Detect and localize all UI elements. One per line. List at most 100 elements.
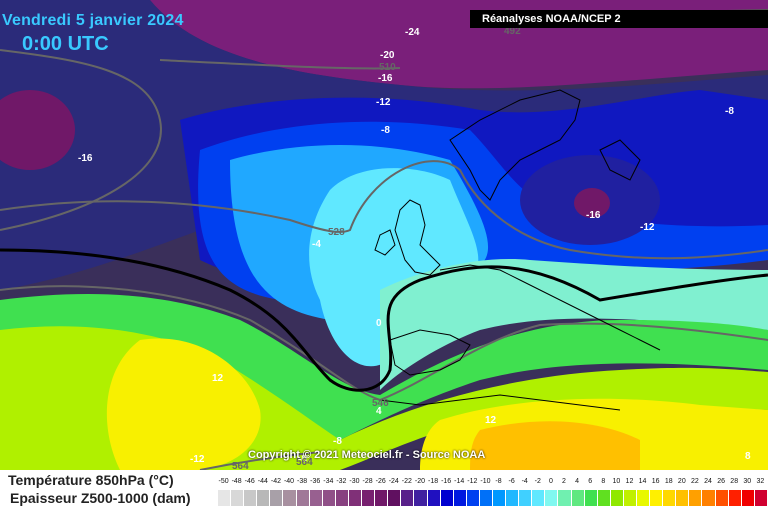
scale-swatch xyxy=(518,490,532,506)
scale-label: 10 xyxy=(612,478,621,485)
map-time: 0:00 UTC xyxy=(22,33,109,55)
scale-swatch xyxy=(609,490,623,506)
scale-swatch xyxy=(230,490,244,506)
scale-label: 22 xyxy=(691,478,699,485)
scale-swatch xyxy=(269,490,283,506)
thickness-line-564 xyxy=(199,451,321,470)
scale-label: 32 xyxy=(756,478,765,485)
data-source-banner: Réanalyses NOAA/NCEP 2 xyxy=(470,10,768,28)
scale-swatch xyxy=(701,490,715,506)
scale-swatch xyxy=(491,490,506,506)
scale-swatch xyxy=(557,490,571,506)
scale-label: 28 xyxy=(730,478,739,485)
scale-swatch xyxy=(374,490,388,506)
scale-label: 20 xyxy=(677,478,686,485)
temp-label: 4 xyxy=(376,406,382,417)
temp-label: -16 xyxy=(378,73,393,84)
thickness-label: 492 xyxy=(504,26,521,37)
scale-label: -30 xyxy=(349,478,360,485)
temp-label: -20 xyxy=(380,50,395,61)
scale-swatch xyxy=(321,490,335,506)
temp-label: 12 xyxy=(485,415,497,426)
scale-label: -32 xyxy=(336,478,347,485)
scale-label: -10 xyxy=(480,478,491,485)
scale-label: -38 xyxy=(297,478,308,485)
scale-swatch xyxy=(714,490,728,506)
thickness-label: 510 xyxy=(379,62,396,73)
band-orange xyxy=(470,421,640,470)
copyright-notice: Copyright © 2021 Meteociel.fr - Source N… xyxy=(248,449,486,461)
scale-label: -26 xyxy=(375,478,386,485)
scale-swatch xyxy=(596,490,610,506)
scale-label: -8 xyxy=(495,478,502,485)
scale-label: -4 xyxy=(521,478,528,485)
scale-swatch xyxy=(727,490,741,506)
scale-swatch xyxy=(295,490,309,506)
scale-label: -14 xyxy=(454,478,465,485)
scale-swatch xyxy=(256,490,270,506)
scale-label: -36 xyxy=(310,478,321,485)
scale-swatch xyxy=(334,490,348,506)
scale-swatch xyxy=(766,490,768,506)
temp-label: -12 xyxy=(376,97,391,108)
scale-swatch xyxy=(426,490,440,506)
scale-label: -16 xyxy=(441,478,452,485)
scale-label: -34 xyxy=(323,478,334,485)
scale-label: -42 xyxy=(270,478,281,485)
thickness-label: 564 xyxy=(232,461,249,470)
scale-swatch xyxy=(753,490,767,506)
scale-swatch xyxy=(282,490,296,506)
cold-core-scandinavia-inner xyxy=(574,188,610,218)
color-scale xyxy=(217,490,768,506)
scale-label: -40 xyxy=(283,478,295,485)
scale-swatch xyxy=(531,490,545,506)
scale-label: 4 xyxy=(575,478,580,485)
scale-label: 8 xyxy=(601,478,606,485)
temp-label: 0 xyxy=(376,318,382,329)
temp-label: -8 xyxy=(333,436,342,447)
scale-swatch xyxy=(505,490,519,506)
scale-label: 6 xyxy=(588,478,593,485)
coastlines xyxy=(374,89,661,411)
scale-label: -18 xyxy=(427,478,439,485)
thickness-label: 546 xyxy=(372,398,389,409)
temp-label: 12 xyxy=(212,373,224,384)
scale-swatch xyxy=(636,490,650,506)
temp-label: -16 xyxy=(78,153,93,164)
scale-label: -2 xyxy=(534,478,541,485)
scale-swatch xyxy=(740,490,754,506)
temp-label: -8 xyxy=(381,125,390,136)
band-cyan xyxy=(309,168,479,367)
scale-swatch xyxy=(439,490,453,506)
scale-label: 26 xyxy=(717,478,725,485)
scale-label: -28 xyxy=(362,478,373,485)
scale-label: -44 xyxy=(257,478,268,485)
scale-label: -50 xyxy=(218,478,229,485)
temp-label: -8 xyxy=(298,454,307,465)
temp-label: -12 xyxy=(640,222,655,233)
scale-swatch xyxy=(544,490,558,506)
temp-label: -8 xyxy=(725,106,734,117)
color-scale-labels: -50 -48 -46 -44 -42 -40 -38 -36 -34 -32 -30 -28 -26-… xyxy=(217,478,768,490)
scale-swatch xyxy=(622,490,636,506)
scale-label: -12 xyxy=(467,478,478,485)
scale-label: -6 xyxy=(508,478,515,485)
scale-swatch xyxy=(662,490,676,506)
scale-swatch xyxy=(413,490,427,506)
scale-label: -46 xyxy=(244,478,255,485)
scale-label: 16 xyxy=(651,478,660,485)
scale-label: 2 xyxy=(562,478,566,485)
legend-thickness-title: Epaisseur Z500-1000 (dam) xyxy=(10,490,191,506)
scale-swatch xyxy=(308,490,322,506)
scale-swatch xyxy=(347,490,362,506)
temp-label: 8 xyxy=(745,451,751,462)
scale-label: 18 xyxy=(664,478,673,485)
thickness-label: 528 xyxy=(328,227,345,238)
thickness-label: 564 xyxy=(296,457,313,468)
band-aqua xyxy=(380,259,768,390)
thickness-line-528 xyxy=(0,160,768,260)
map-date: Vendredi 5 janvier 2024 xyxy=(2,12,184,29)
scale-swatch xyxy=(465,490,479,506)
cold-core-greenland xyxy=(0,90,75,170)
